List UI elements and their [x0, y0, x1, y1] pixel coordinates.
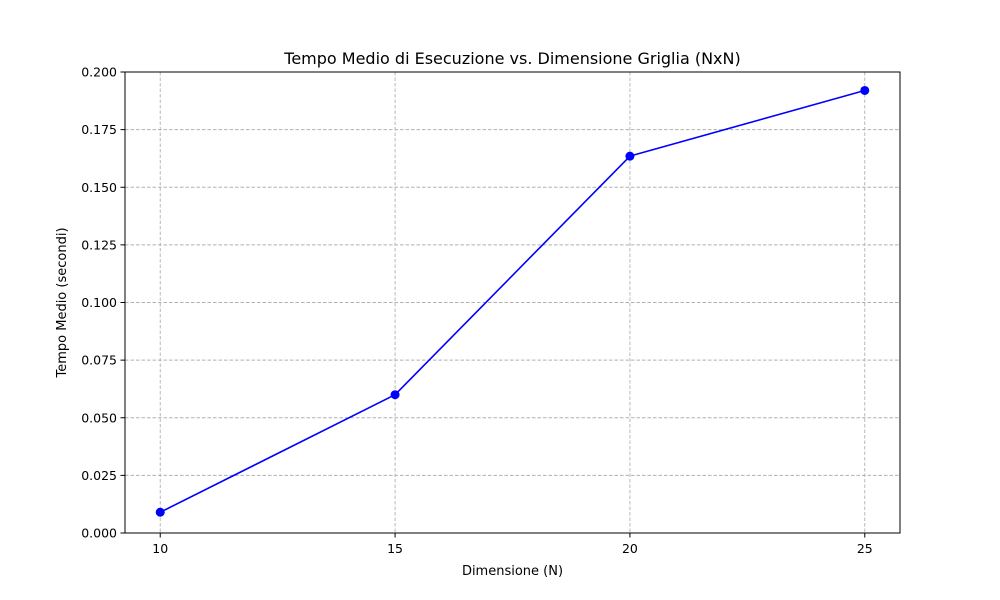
data-point-marker	[155, 507, 165, 517]
data-point-marker	[625, 151, 635, 161]
y-tick-label: 0.050	[81, 410, 117, 425]
y-tick-label: 0.200	[81, 65, 117, 80]
y-tick-label: 0.000	[81, 526, 117, 541]
chart-title: Tempo Medio di Esecuzione vs. Dimensione…	[283, 49, 740, 68]
x-tick-label: 25	[857, 541, 873, 556]
y-tick-label: 0.025	[81, 468, 117, 483]
axis-ticks: 10 15 20 25 0.000 0.025 0.050 0.075 0.100 0.125 0.…	[81, 65, 873, 557]
data-point-marker	[860, 85, 870, 95]
y-tick-label: 0.075	[81, 353, 117, 368]
x-axis-label: Dimensione (N)	[462, 564, 563, 579]
y-tick-label: 0.175	[81, 122, 117, 137]
data-point-marker	[390, 390, 400, 400]
data-series	[155, 85, 870, 517]
x-tick-label: 20	[622, 541, 638, 556]
y-tick-label: 0.125	[81, 237, 117, 252]
series-line	[159, 89, 866, 514]
y-axis-label: Tempo Medio (secondi)	[55, 227, 70, 378]
y-tick-label: 0.150	[81, 180, 117, 195]
y-tick-label: 0.100	[81, 295, 117, 310]
x-tick-label: 15	[387, 541, 403, 556]
x-tick-label: 10	[152, 541, 168, 556]
grid-lines	[125, 71, 900, 534]
